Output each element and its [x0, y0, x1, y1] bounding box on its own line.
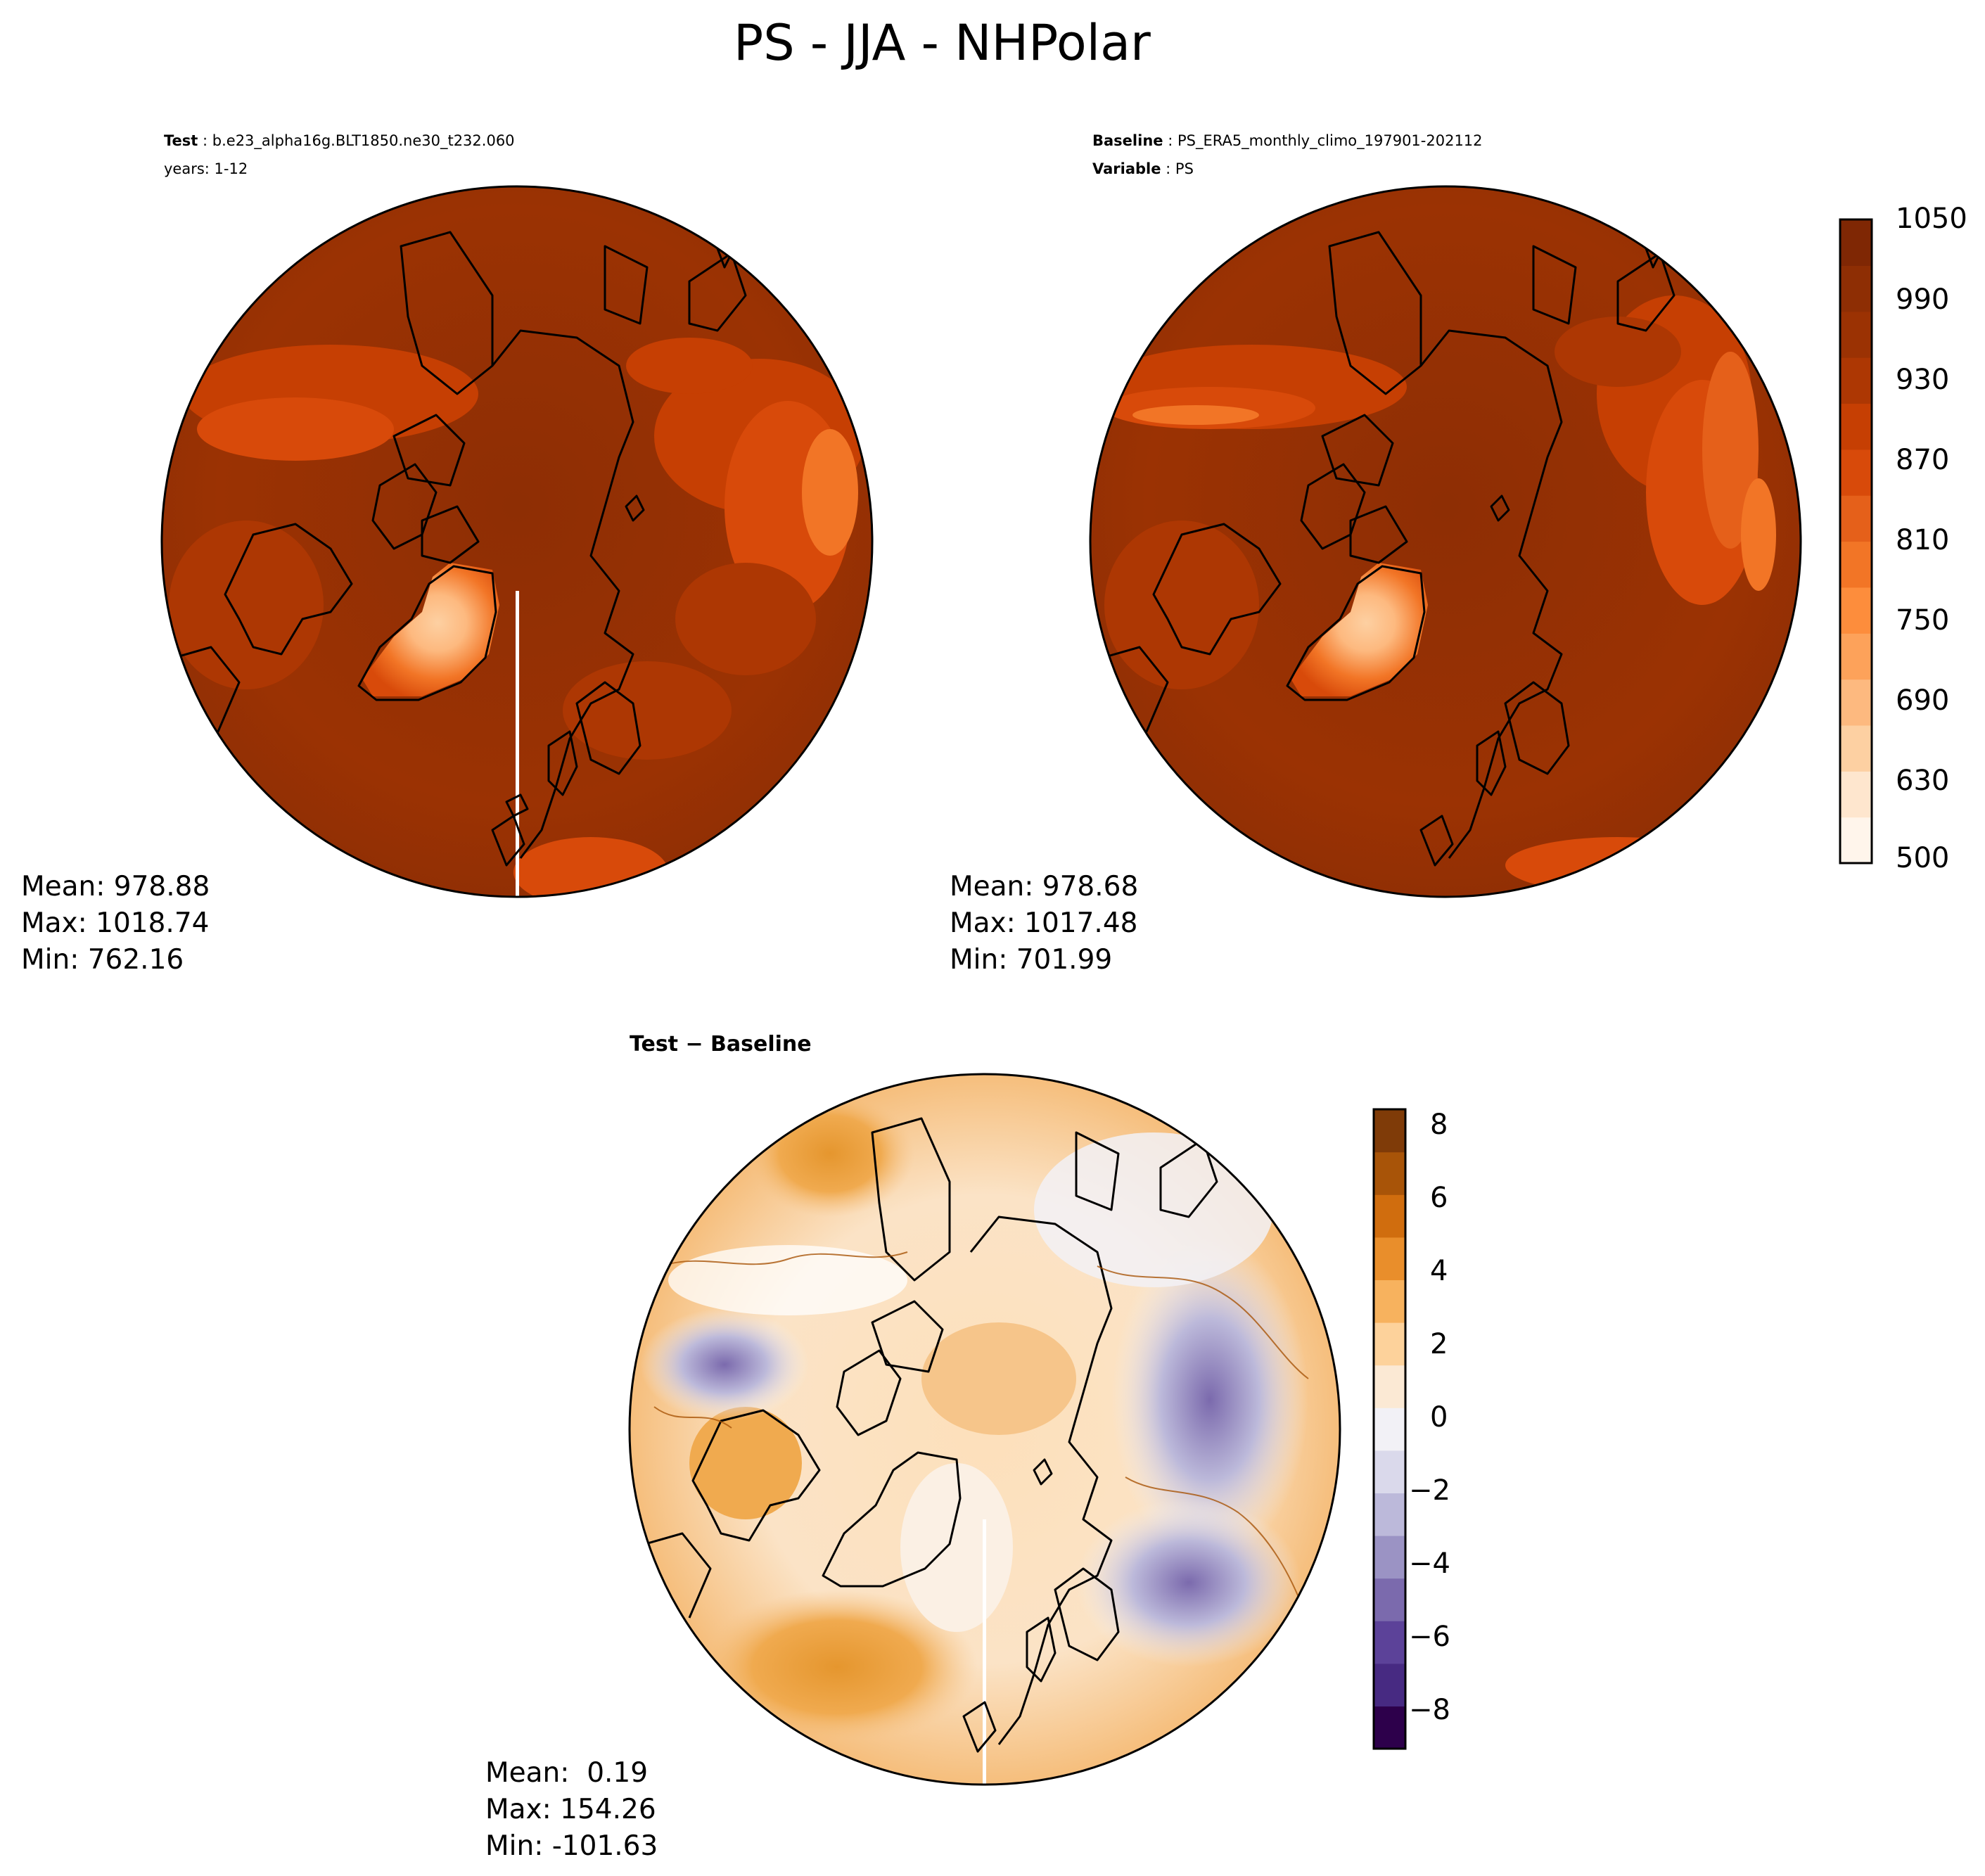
main-colorbar-swatch-11	[1840, 311, 1872, 358]
main-cb-tick-870: 870	[1896, 444, 1950, 476]
main-colorbar-swatch-4	[1840, 633, 1872, 680]
main-cb-tick-990: 990	[1896, 283, 1950, 316]
main-colorbar-swatch-7	[1840, 495, 1872, 542]
main-colorbar-swatch-1	[1840, 771, 1872, 818]
main-colorbar-swatch-8	[1840, 449, 1872, 496]
main-cb-tick-630: 630	[1896, 765, 1950, 797]
diff-colorbar-swatch-4	[1374, 1536, 1405, 1579]
main-cb-tick-500: 500	[1896, 842, 1950, 874]
diff-colorbar-swatch-13	[1374, 1151, 1405, 1195]
diff-cb-tick-neg2: −2	[1409, 1474, 1450, 1507]
diff-colorbar-swatch-12	[1374, 1194, 1405, 1238]
diff-cb-tick-neg6: −6	[1409, 1621, 1450, 1653]
variable-header-label: Variable	[1092, 160, 1161, 177]
diff-colorbar-swatch-0	[1374, 1706, 1405, 1749]
test-max: Max: 1018.74	[21, 907, 210, 939]
diff-colorbar-frame	[1372, 1108, 1407, 1750]
diff-colorbar-swatch-5	[1374, 1493, 1405, 1536]
main-colorbar-frame	[1839, 218, 1873, 864]
diff-cb-tick-4: 4	[1430, 1255, 1448, 1287]
test-stats: Mean: 978.88 Max: 1018.74 Min: 762.16	[21, 869, 210, 978]
main-colorbar-swatch-2	[1840, 725, 1872, 772]
main-colorbar-swatch-10	[1840, 357, 1872, 404]
test-header-value: b.e23_alpha16g.BLT1850.ne30_t232.060	[212, 132, 515, 149]
main-colorbar-swatch-6	[1840, 541, 1872, 588]
baseline-mean: Mean: 978.68	[950, 871, 1139, 902]
main-colorbar-swatch-13	[1840, 219, 1872, 266]
test-map	[160, 185, 874, 898]
diff-cb-tick-8: 8	[1430, 1109, 1448, 1141]
diff-min: Min: -101.63	[485, 1830, 658, 1862]
diff-colorbar	[1374, 1109, 1405, 1749]
main-cb-tick-690: 690	[1896, 684, 1950, 717]
test-min: Min: 762.16	[21, 944, 184, 976]
baseline-header-label: Baseline	[1092, 132, 1163, 149]
main-cb-tick-1050: 1050	[1896, 203, 1967, 235]
difference-map	[628, 1073, 1341, 1786]
baseline-map	[1089, 185, 1802, 898]
diff-colorbar-swatch-3	[1374, 1578, 1405, 1621]
main-colorbar-swatch-0	[1840, 817, 1872, 864]
main-colorbar-swatch-12	[1840, 265, 1872, 312]
main-colorbar-swatch-3	[1840, 679, 1872, 726]
variable-header-value: PS	[1175, 160, 1194, 177]
baseline-header-value: PS_ERA5_monthly_climo_197901-202112	[1177, 132, 1483, 149]
diff-cb-tick-2: 2	[1430, 1328, 1448, 1360]
baseline-stats: Mean: 978.68 Max: 1017.48 Min: 701.99	[950, 869, 1138, 978]
diff-colorbar-swatch-11	[1374, 1237, 1405, 1280]
diff-cb-tick-6: 6	[1430, 1182, 1448, 1214]
main-cb-tick-750: 750	[1896, 604, 1950, 637]
main-colorbar-swatch-9	[1840, 403, 1872, 450]
baseline-max: Max: 1017.48	[950, 907, 1138, 939]
diff-colorbar-swatch-9	[1374, 1322, 1405, 1366]
test-header-label: Test	[164, 132, 198, 149]
diff-colorbar-swatch-6	[1374, 1450, 1405, 1493]
baseline-min: Min: 701.99	[950, 944, 1113, 976]
main-cb-tick-930: 930	[1896, 364, 1950, 396]
diff-colorbar-swatch-1	[1374, 1663, 1405, 1706]
main-colorbar-swatch-5	[1840, 587, 1872, 634]
diff-panel-header: Test − Baseline	[630, 1032, 812, 1057]
diff-mean: Mean: 0.19	[485, 1757, 649, 1789]
diff-max: Max: 154.26	[485, 1794, 656, 1825]
diff-cb-tick-neg8: −8	[1409, 1694, 1450, 1726]
diff-colorbar-swatch-7	[1374, 1408, 1405, 1451]
diff-stats: Mean: 0.19 Max: 154.26 Min: -101.63	[485, 1755, 658, 1865]
main-colorbar	[1840, 219, 1872, 864]
baseline-panel-header: Baseline : PS_ERA5_monthly_climo_197901-…	[1092, 132, 1483, 177]
test-panel-header: Test : b.e23_alpha16g.BLT1850.ne30_t232.…	[164, 132, 515, 177]
diff-colorbar-swatch-2	[1374, 1621, 1405, 1664]
diff-cb-tick-neg4: −4	[1409, 1548, 1450, 1580]
diff-colorbar-swatch-10	[1374, 1280, 1405, 1323]
diff-colorbar-swatch-14	[1374, 1109, 1405, 1153]
main-cb-tick-810: 810	[1896, 524, 1950, 556]
diff-cb-tick-0: 0	[1430, 1401, 1448, 1434]
test-mean: Mean: 978.88	[21, 871, 210, 902]
diff-colorbar-swatch-8	[1374, 1365, 1405, 1408]
test-header-years: years: 1-12	[164, 160, 248, 177]
figure-title: PS - JJA - NHPolar	[734, 14, 1151, 72]
